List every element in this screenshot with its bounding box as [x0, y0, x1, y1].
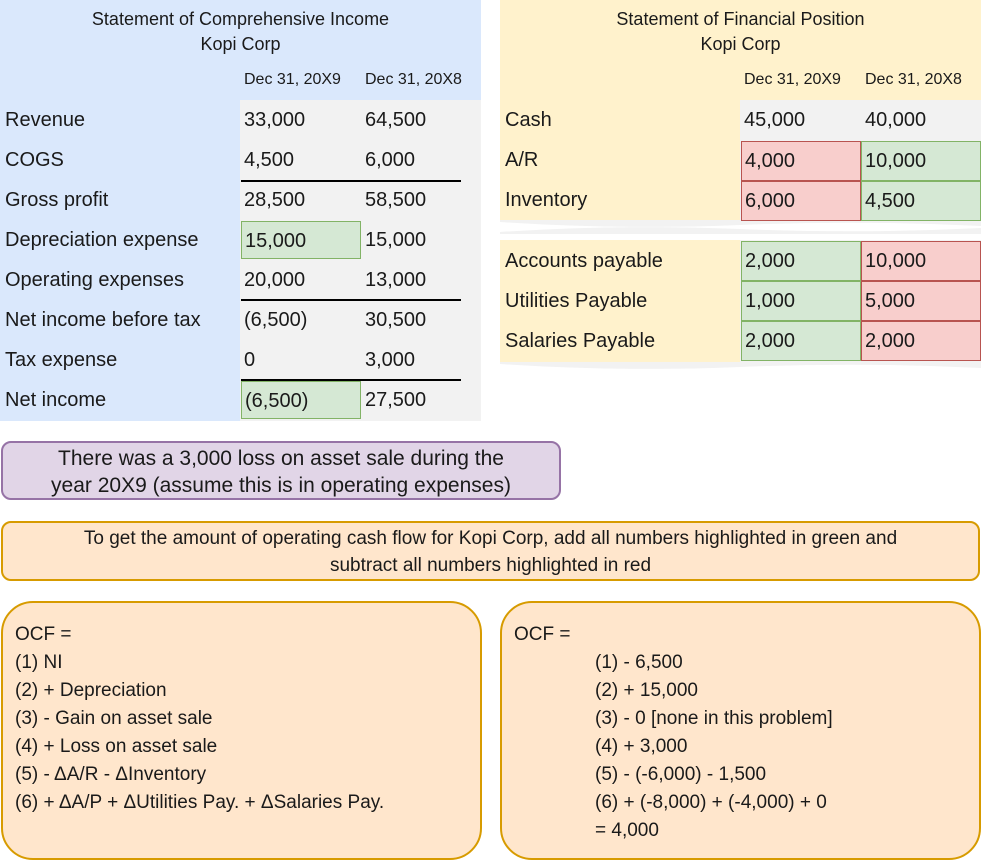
- is-label-operating-expenses: Operating expenses: [5, 269, 185, 291]
- income-statement-label-column: [0, 100, 240, 421]
- is-revenue-20x8: 64,500: [365, 109, 427, 131]
- is-label-net-income: Net income: [5, 389, 107, 411]
- fp-label-cash: Cash: [505, 109, 552, 131]
- torn-edge-bottom: [500, 362, 981, 369]
- fp-label-salaries-payable: Salaries Payable: [505, 330, 656, 352]
- ocf-formula-line: (5) - ΔA/R - ΔInventory: [15, 764, 207, 785]
- ocf-calc-heading: OCF =: [514, 624, 571, 645]
- ocf-calc-line: (5) - (-6,000) - 1,500: [595, 764, 767, 785]
- is-col-header-20x8: Dec 31, 20X8: [365, 71, 462, 88]
- fp-utilities-20x8-red: 5,000: [861, 281, 981, 321]
- fp-salaries-20x9-green: 2,000: [741, 321, 861, 361]
- subtotal-line: [241, 379, 461, 381]
- is-depreciation-20x9-green: 15,000: [241, 221, 361, 259]
- liabilities-label-column: [500, 240, 740, 362]
- is-gross-profit-20x9: 28,500: [244, 189, 306, 211]
- is-revenue-20x9: 33,000: [244, 109, 306, 131]
- is-label-tax: Tax expense: [5, 349, 118, 371]
- is-cogs-20x9: 4,500: [244, 149, 295, 171]
- torn-edge-top: [500, 220, 981, 234]
- fp-inventory-20x9-red: 6,000: [741, 181, 861, 221]
- fp-label-accounts-payable: Accounts payable: [505, 250, 663, 272]
- fp-ar-20x8-green: 10,000: [861, 141, 981, 181]
- fp-ap-20x8-red: 10,000: [861, 241, 981, 281]
- is-opex-20x9: 20,000: [244, 269, 306, 291]
- subtotal-line: [241, 180, 461, 182]
- is-opex-20x8: 13,000: [365, 269, 427, 291]
- ocf-formula-box: OCF = (1) NI (2) + Depreciation (3) - Ga…: [1, 601, 482, 860]
- instruction-note: To get the amount of operating cash flow…: [1, 521, 980, 581]
- is-label-nibt: Net income before tax: [5, 309, 201, 331]
- ocf-formula-line: (1) NI: [15, 652, 63, 673]
- is-tax-20x8: 3,000: [365, 349, 416, 371]
- ocf-calc-line: (1) - 6,500: [595, 652, 683, 673]
- is-net-income-20x8: 27,500: [365, 389, 427, 411]
- fp-ar-20x9-red: 4,000: [741, 141, 861, 181]
- ocf-calc-line: (6) + (-8,000) + (-4,000) + 0: [595, 792, 827, 813]
- is-label-revenue: Revenue: [5, 109, 86, 131]
- financial-position-label-column: [500, 100, 740, 220]
- is-net-income-20x9-green: (6,500): [241, 381, 361, 419]
- fp-label-inventory: Inventory: [505, 189, 588, 211]
- ocf-calc-line: (3) - 0 [none in this problem]: [595, 708, 833, 729]
- ocf-formula-line: (3) - Gain on asset sale: [15, 708, 213, 729]
- ocf-calc-line: (2) + 15,000: [595, 680, 698, 701]
- fp-utilities-20x9-green: 1,000: [741, 281, 861, 321]
- fp-label-ar: A/R: [505, 149, 539, 171]
- subtotal-line: [241, 299, 461, 301]
- fp-cash-20x8: 40,000: [865, 109, 927, 131]
- ocf-calculation-box: OCF = (1) - 6,500 (2) + 15,000 (3) - 0 […: [500, 601, 981, 860]
- is-col-header-20x9: Dec 31, 20X9: [244, 71, 341, 88]
- is-nibt-20x9: (6,500): [244, 309, 308, 331]
- fp-label-utilities-payable: Utilities Payable: [505, 290, 648, 312]
- is-cogs-20x8: 6,000: [365, 149, 416, 171]
- is-depreciation-20x8: 15,000: [365, 229, 427, 251]
- loss-on-sale-note: There was a 3,000 loss on asset sale dur…: [1, 441, 561, 500]
- fp-salaries-20x8-red: 2,000: [861, 321, 981, 361]
- fp-ap-20x9-green: 2,000: [741, 241, 861, 281]
- ocf-calc-result: = 4,000: [595, 820, 659, 841]
- income-statement-header: [0, 0, 481, 100]
- income-statement-title: Statement of Comprehensive Income Kopi C…: [91, 9, 390, 54]
- is-tax-20x9: 0: [244, 349, 256, 371]
- ocf-formula-line: (2) + Depreciation: [15, 680, 167, 701]
- fp-col-header-20x9: Dec 31, 20X9: [744, 71, 841, 88]
- is-label-gross-profit: Gross profit: [5, 189, 109, 211]
- financial-position-title: Statement of Financial Position Kopi Cor…: [616, 9, 865, 54]
- fp-inventory-20x8-green: 4,500: [861, 181, 981, 221]
- fp-cash-20x9: 45,000: [744, 109, 806, 131]
- fp-col-header-20x8: Dec 31, 20X8: [865, 71, 962, 88]
- is-gross-profit-20x8: 58,500: [365, 189, 427, 211]
- ocf-formula-heading: OCF =: [15, 624, 72, 645]
- ocf-calc-line: (4) + 3,000: [595, 736, 688, 757]
- is-label-depreciation: Depreciation expense: [5, 229, 199, 251]
- ocf-formula-line: (6) + ΔA/P + ΔUtilities Pay. + ΔSalaries…: [15, 792, 385, 813]
- ocf-formula-line: (4) + Loss on asset sale: [15, 736, 218, 757]
- is-nibt-20x8: 30,500: [365, 309, 427, 331]
- is-label-cogs: COGS: [5, 149, 64, 171]
- financial-position-header: [500, 0, 981, 100]
